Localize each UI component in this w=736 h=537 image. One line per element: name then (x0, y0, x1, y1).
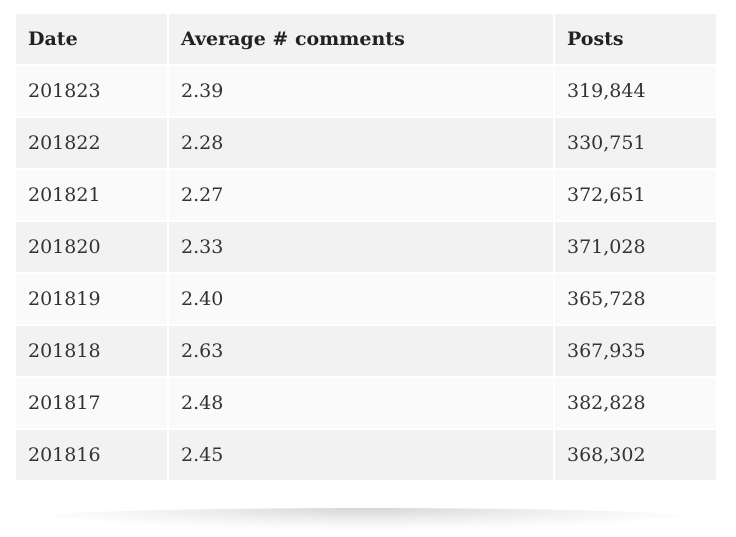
cell-date: 201821 (16, 169, 168, 221)
data-table-container: Date Average # comments Posts 201823 2.3… (16, 14, 716, 482)
table-row: 201821 2.27 372,651 (16, 169, 716, 221)
cell-date: 201818 (16, 325, 168, 377)
cell-average-comments: 2.27 (167, 169, 554, 221)
table-row: 201822 2.28 330,751 (16, 117, 716, 169)
cell-posts: 330,751 (553, 117, 716, 169)
cell-average-comments: 2.40 (167, 273, 554, 325)
cell-posts: 382,828 (553, 377, 716, 429)
table-row: 201816 2.45 368,302 (16, 429, 716, 481)
cell-date: 201820 (16, 221, 168, 273)
table-row: 201819 2.40 365,728 (16, 273, 716, 325)
cell-posts: 365,728 (553, 273, 716, 325)
cell-posts: 372,651 (553, 169, 716, 221)
table-row: 201820 2.33 371,028 (16, 221, 716, 273)
cell-posts: 371,028 (553, 221, 716, 273)
cell-average-comments: 2.39 (167, 65, 554, 117)
column-header-average-comments: Average # comments (167, 14, 554, 65)
cell-date: 201823 (16, 65, 168, 117)
cell-date: 201819 (16, 273, 168, 325)
cell-posts: 368,302 (553, 429, 716, 481)
column-header-posts: Posts (553, 14, 716, 65)
column-header-date: Date (16, 14, 168, 65)
cell-average-comments: 2.48 (167, 377, 554, 429)
cell-date: 201817 (16, 377, 168, 429)
cell-average-comments: 2.33 (167, 221, 554, 273)
cell-average-comments: 2.45 (167, 429, 554, 481)
table-row: 201818 2.63 367,935 (16, 325, 716, 377)
table-row: 201817 2.48 382,828 (16, 377, 716, 429)
cell-posts: 367,935 (553, 325, 716, 377)
cell-date: 201822 (16, 117, 168, 169)
cell-date: 201816 (16, 429, 168, 481)
cell-average-comments: 2.28 (167, 117, 554, 169)
table-row: 201823 2.39 319,844 (16, 65, 716, 117)
table-header-row: Date Average # comments Posts (16, 14, 716, 65)
data-table: Date Average # comments Posts 201823 2.3… (16, 14, 716, 482)
drop-shadow-divider (16, 508, 716, 530)
cell-average-comments: 2.63 (167, 325, 554, 377)
cell-posts: 319,844 (553, 65, 716, 117)
